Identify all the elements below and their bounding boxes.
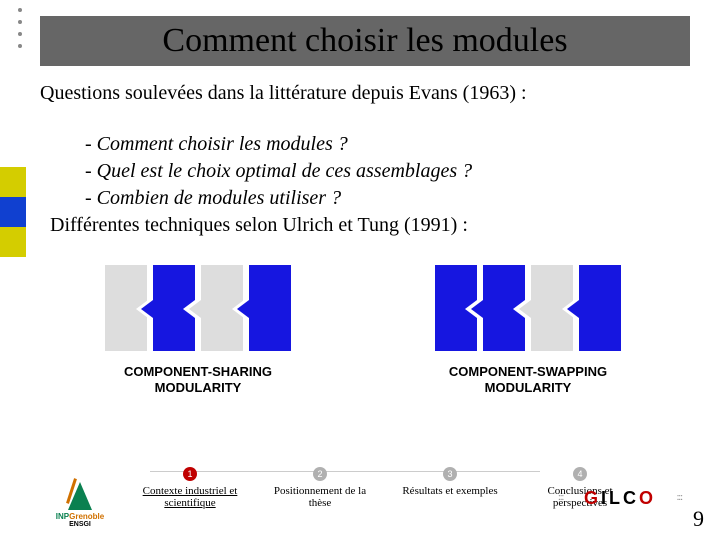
step-num-3: 3 (443, 467, 457, 481)
question-2: - Quel est le choix optimal de ces assem… (85, 160, 472, 183)
logo-gilco: ::: ::: GILCO (570, 488, 670, 528)
step-1: 1 Contexte industriel et scientifique (140, 464, 240, 509)
logo-text: INP (56, 512, 69, 521)
gilco-letter: O (639, 488, 656, 508)
step-label-2: Positionnement de la thèse (270, 485, 370, 509)
techniques-text: Différentes techniques selon Ulrich et T… (50, 214, 468, 237)
gilco-letter: C (623, 488, 639, 508)
step-label-1: Contexte industriel et scientifique (140, 485, 240, 509)
slide-title: Comment choisir les modules (40, 16, 690, 66)
step-num-2: 2 (313, 467, 327, 481)
step-num-4: 4 (573, 467, 587, 481)
step-num-1: 1 (183, 467, 197, 481)
diagrams-area: COMPONENT-SHARINGMODULARITY COMPONENT-SW… (58, 258, 690, 418)
page-number: 9 (693, 506, 704, 532)
diagram-component-swapping: COMPONENT-SWAPPINGMODULARITY (388, 258, 668, 395)
decorative-dots (18, 8, 22, 56)
diagram-label: MODULARITY (155, 380, 242, 395)
step-3: 3 Résultats et exemples (400, 464, 500, 509)
step-2: 2 Positionnement de la thèse (270, 464, 370, 509)
step-label-3: Résultats et exemples (400, 485, 500, 497)
block-blue (579, 265, 621, 351)
title-bar: Comment choisir les modules (40, 16, 690, 66)
question-3: - Combien de modules utiliser ? (85, 187, 341, 210)
footer: 1 Contexte industriel et scientifique 2 … (0, 464, 720, 540)
gilco-letter: I (601, 488, 609, 508)
gilco-letter: G (584, 488, 601, 508)
intro-text: Questions soulevées dans la littérature … (40, 80, 690, 107)
logo-inp-grenoble: INPGrenoble ENSGI (40, 482, 120, 532)
diagram-label: COMPONENT-SHARING (124, 364, 272, 379)
sidebar-color-strip (0, 167, 26, 257)
gilco-letter: L (609, 488, 623, 508)
diagram-component-sharing: COMPONENT-SHARINGMODULARITY (58, 258, 338, 395)
progress-steps: 1 Contexte industriel et scientifique 2 … (140, 464, 630, 509)
block-blue (249, 265, 291, 351)
diagram-label: COMPONENT-SWAPPING (449, 364, 607, 379)
diagram-label: MODULARITY (485, 380, 572, 395)
logo-text: Grenoble (69, 512, 104, 521)
logo-text: ENSGI (40, 521, 120, 528)
question-1: - Comment choisir les modules ? (85, 133, 348, 156)
